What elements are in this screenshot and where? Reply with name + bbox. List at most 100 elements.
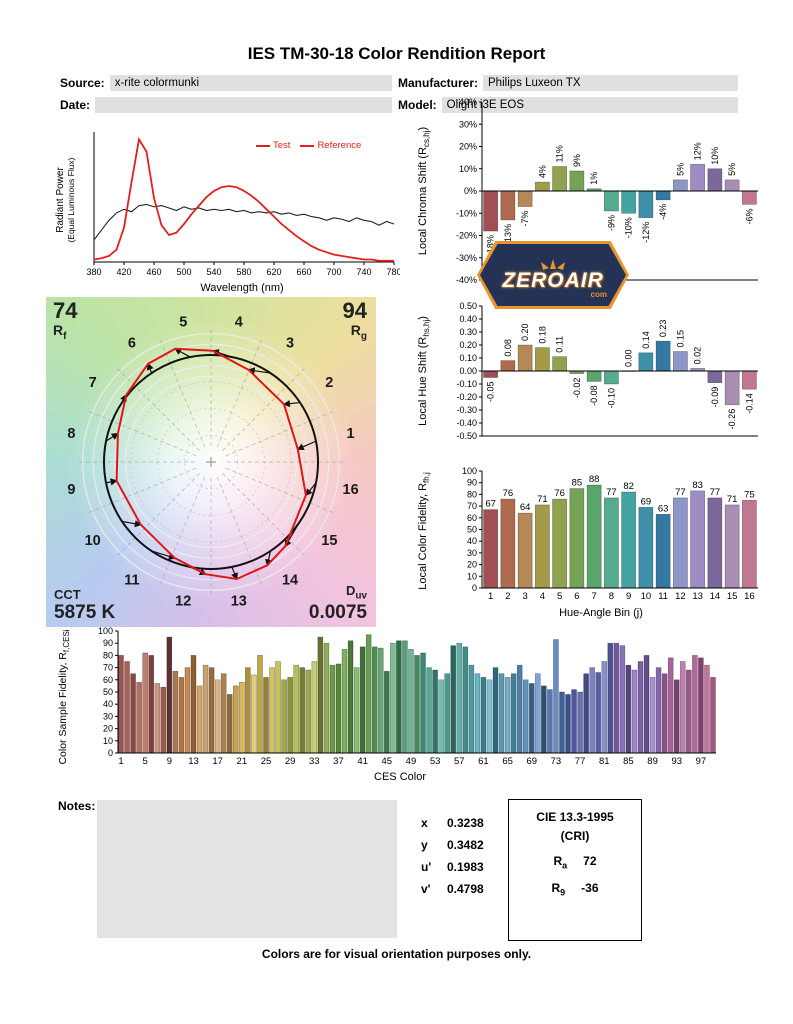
local-fidelity-chart: Local Color Fidelity, Rfh,j 0 10 20 30 40 50 6… bbox=[412, 459, 772, 627]
svg-text:420: 420 bbox=[116, 267, 131, 277]
svg-text:5%: 5% bbox=[727, 163, 737, 176]
svg-text:-4%: -4% bbox=[658, 204, 668, 220]
svg-text:10: 10 bbox=[85, 533, 101, 549]
svg-text:12%: 12% bbox=[693, 142, 703, 160]
date-field: Date: bbox=[60, 96, 392, 113]
svg-text:71: 71 bbox=[537, 494, 548, 505]
model-label: Model: bbox=[398, 97, 437, 112]
svg-text:6: 6 bbox=[128, 336, 136, 352]
svg-text:65: 65 bbox=[502, 756, 513, 767]
svg-text:60: 60 bbox=[103, 675, 113, 685]
date-value bbox=[95, 96, 392, 113]
svg-text:-0.09: -0.09 bbox=[710, 387, 720, 408]
hue-shift-plot: -0.50 -0.40 -0.30 -0.20 -0.10 0.00 0.10 0.20 0.3… bbox=[456, 301, 758, 441]
svg-text:76: 76 bbox=[554, 488, 565, 499]
svg-text:5: 5 bbox=[557, 591, 562, 602]
svg-text:63: 63 bbox=[658, 503, 669, 514]
svg-text:77: 77 bbox=[606, 487, 617, 498]
svg-text:660: 660 bbox=[296, 267, 311, 277]
local-fidelity-ylabel: Local Color Fidelity, Rfh,j bbox=[416, 472, 432, 590]
svg-text:7: 7 bbox=[591, 591, 596, 602]
manufacturer-value: Philips Luxeon TX bbox=[483, 74, 738, 91]
svg-text:0.00: 0.00 bbox=[624, 349, 634, 367]
duv-readout: Duv 0.0075 bbox=[308, 583, 367, 623]
legend-item-reference: Reference bbox=[300, 140, 361, 151]
svg-text:21: 21 bbox=[237, 756, 248, 767]
svg-text:0.11: 0.11 bbox=[555, 336, 565, 353]
svg-text:40%: 40% bbox=[459, 97, 477, 107]
chromaticity-x: x 0.3238 bbox=[421, 816, 484, 830]
svg-text:1%: 1% bbox=[589, 172, 599, 185]
svg-text:41: 41 bbox=[357, 756, 368, 767]
svg-text:16: 16 bbox=[744, 591, 755, 602]
svg-text:10: 10 bbox=[103, 736, 113, 746]
svg-text:20%: 20% bbox=[459, 142, 477, 152]
svg-text:0.10: 0.10 bbox=[459, 353, 477, 363]
svg-text:88: 88 bbox=[589, 474, 600, 485]
svg-text:500: 500 bbox=[176, 267, 191, 277]
svg-text:580: 580 bbox=[236, 267, 251, 277]
svg-text:9: 9 bbox=[67, 482, 75, 498]
svg-text:75: 75 bbox=[744, 489, 755, 500]
svg-text:40: 40 bbox=[467, 536, 477, 546]
svg-text:0.02: 0.02 bbox=[693, 347, 703, 365]
svg-text:13: 13 bbox=[692, 591, 703, 602]
svg-text:8: 8 bbox=[609, 591, 614, 602]
svg-text:-0.40: -0.40 bbox=[456, 418, 477, 428]
svg-text:7: 7 bbox=[89, 375, 97, 391]
svg-text:-30%: -30% bbox=[456, 253, 477, 263]
spd-legend: Test Reference bbox=[256, 140, 361, 151]
rg-score: 94 Rg bbox=[342, 298, 367, 342]
svg-text:30: 30 bbox=[467, 548, 477, 558]
spd-chart: Radiant Power (Equal Luminous Flux) 380 4… bbox=[48, 128, 410, 300]
svg-text:10: 10 bbox=[467, 571, 477, 581]
svg-text:25: 25 bbox=[261, 756, 272, 767]
svg-text:69: 69 bbox=[526, 756, 537, 767]
svg-text:0.30: 0.30 bbox=[459, 327, 477, 337]
svg-text:15: 15 bbox=[727, 591, 738, 602]
svg-text:-40%: -40% bbox=[456, 275, 477, 285]
manufacturer-field: Manufacturer: Philips Luxeon TX bbox=[398, 74, 738, 91]
svg-text:67: 67 bbox=[485, 499, 496, 510]
ces-fidelity-xlabel: CES Color bbox=[374, 771, 426, 783]
svg-text:16: 16 bbox=[343, 482, 359, 498]
zeroair-watermark: ZEROAIR com bbox=[477, 241, 629, 309]
svg-text:11: 11 bbox=[658, 591, 668, 602]
svg-text:8: 8 bbox=[67, 426, 75, 442]
chromaticity-v: v' 0.4798 bbox=[421, 882, 484, 896]
svg-text:4%: 4% bbox=[537, 165, 547, 178]
svg-text:15: 15 bbox=[321, 533, 337, 549]
svg-text:76: 76 bbox=[503, 488, 514, 499]
hue-shift-ylabel: Local Hue Shift (Rhs,hj) bbox=[416, 316, 432, 426]
svg-text:620: 620 bbox=[266, 267, 281, 277]
svg-text:40: 40 bbox=[103, 699, 113, 709]
manufacturer-label: Manufacturer: bbox=[398, 75, 479, 90]
svg-text:0.14: 0.14 bbox=[641, 331, 651, 349]
svg-text:-0.20: -0.20 bbox=[456, 392, 477, 402]
svg-text:90: 90 bbox=[103, 638, 113, 648]
svg-text:50: 50 bbox=[103, 687, 113, 697]
svg-text:37: 37 bbox=[333, 756, 344, 767]
svg-text:0.40: 0.40 bbox=[459, 314, 477, 324]
svg-text:77: 77 bbox=[675, 487, 686, 498]
svg-text:0.20: 0.20 bbox=[459, 340, 477, 350]
svg-text:-18%: -18% bbox=[486, 235, 496, 256]
chromaticity-values: x 0.3238 y 0.3482 u' 0.1983 v' 0.4798 bbox=[421, 812, 484, 900]
svg-text:11: 11 bbox=[124, 572, 139, 588]
svg-text:-0.10: -0.10 bbox=[456, 379, 477, 389]
svg-text:2: 2 bbox=[325, 375, 333, 391]
svg-text:10: 10 bbox=[641, 591, 652, 602]
svg-text:6: 6 bbox=[574, 591, 579, 602]
svg-text:20: 20 bbox=[103, 724, 113, 734]
svg-text:-0.08: -0.08 bbox=[589, 385, 599, 406]
rf-score: 74 Rf bbox=[53, 298, 78, 342]
report-title: IES TM-30-18 Color Rendition Report bbox=[247, 44, 546, 63]
svg-text:0.18: 0.18 bbox=[537, 326, 547, 344]
svg-text:17: 17 bbox=[212, 756, 223, 767]
svg-text:3: 3 bbox=[522, 591, 527, 602]
svg-text:-20%: -20% bbox=[456, 231, 477, 241]
hue-shift-chart: Local Hue Shift (Rhs,hj) -0.50 -0.40 -0.30… bbox=[412, 301, 772, 443]
svg-text:5%: 5% bbox=[675, 163, 685, 176]
svg-text:50: 50 bbox=[467, 525, 477, 535]
